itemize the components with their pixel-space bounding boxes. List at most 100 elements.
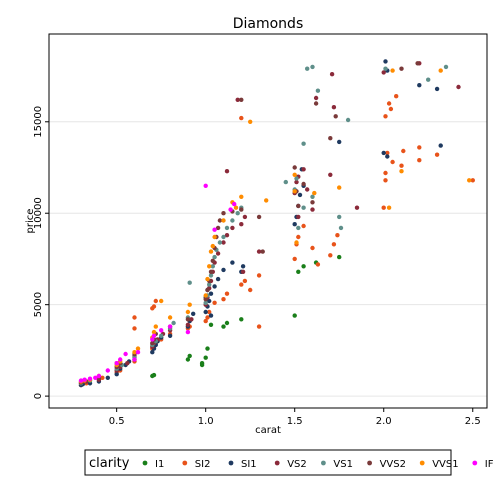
data-point (224, 291, 230, 296)
data-point (171, 320, 176, 326)
data-point (151, 333, 157, 338)
data-point (337, 254, 342, 260)
data-point (207, 264, 212, 269)
data-point (159, 328, 164, 333)
data-point (239, 317, 244, 322)
series-if (78, 183, 237, 383)
y-tick-label: 15000 (33, 106, 44, 138)
data-point (93, 375, 98, 380)
data-point (301, 264, 306, 269)
data-point (381, 205, 386, 210)
data-point (296, 225, 301, 231)
data-point (187, 302, 192, 307)
data-point (224, 225, 230, 231)
data-point (260, 249, 265, 254)
data-point (187, 353, 192, 359)
data-point (292, 172, 297, 177)
data-point (205, 346, 210, 351)
x-tick-label: 2.0 (376, 416, 392, 427)
data-point (292, 222, 297, 227)
data-point (230, 218, 235, 223)
data-point (417, 158, 422, 163)
data-point (239, 222, 244, 227)
data-point (296, 203, 301, 209)
legend-entry-si1: SI1 (241, 459, 257, 470)
data-point (256, 324, 262, 329)
data-point (123, 351, 128, 357)
data-point (210, 258, 215, 263)
data-point (386, 205, 392, 210)
data-point (159, 333, 164, 338)
data-point (296, 269, 301, 274)
data-point (386, 101, 392, 106)
data-point (203, 355, 208, 360)
data-point (310, 64, 315, 70)
data-point (210, 243, 215, 249)
data-point (434, 86, 440, 92)
data-point (385, 150, 390, 156)
data-point (150, 340, 155, 346)
data-point (78, 378, 84, 383)
data-point (383, 59, 388, 64)
data-point (264, 198, 269, 203)
data-point (381, 70, 386, 75)
legend-entry-si2: SI2 (195, 459, 211, 470)
data-point (232, 201, 237, 207)
data-point (207, 298, 212, 304)
data-point (150, 350, 155, 355)
data-point (185, 322, 191, 327)
data-point (239, 207, 244, 212)
legend-entry-if: IF (485, 459, 494, 470)
series-vvs1 (78, 68, 472, 384)
data-point (301, 181, 306, 187)
data-point (212, 227, 217, 232)
data-point (294, 179, 299, 185)
data-point (203, 318, 208, 324)
data-point (150, 337, 155, 342)
data-point (167, 333, 173, 338)
data-point (399, 66, 404, 71)
data-point (208, 313, 214, 318)
data-point (239, 115, 244, 121)
data-point (132, 315, 137, 320)
data-point (383, 178, 388, 183)
data-point (208, 291, 214, 296)
data-point (187, 280, 192, 285)
data-point (467, 178, 472, 183)
data-point (135, 350, 141, 355)
data-point (443, 64, 449, 70)
gridlines (49, 121, 487, 397)
data-point (256, 214, 262, 220)
data-point (221, 324, 226, 329)
data-point (310, 245, 315, 251)
data-point (212, 284, 217, 289)
y-axis-ticks: 0 5000 10000 15000 (33, 106, 49, 399)
legend-entry-vvs1: VVS1 (432, 459, 458, 470)
data-point (383, 66, 388, 71)
y-tick-label: 0 (33, 393, 44, 399)
legend-marker (419, 460, 425, 466)
x-tick-label: 2.5 (465, 416, 481, 427)
data-point (242, 278, 248, 284)
data-point (185, 309, 191, 315)
data-points (78, 59, 475, 388)
data-point (315, 88, 321, 93)
data-point (159, 298, 164, 304)
data-point (434, 152, 440, 157)
data-point (153, 324, 158, 329)
chart-title: Diamonds (233, 16, 304, 32)
data-point (248, 119, 253, 125)
legend-entry-vvs2: VVS2 (380, 459, 406, 470)
data-point (301, 141, 306, 146)
data-point (87, 376, 93, 381)
legend: clarity I1 SI2 SI1 VS2 VS1 VVS2 VVS1 IF (84, 449, 494, 476)
data-point (191, 311, 196, 316)
data-point (240, 269, 246, 274)
legend-marker (142, 460, 148, 466)
data-point (401, 148, 406, 154)
data-point (100, 375, 105, 380)
data-point (310, 200, 315, 205)
data-point (301, 205, 306, 210)
data-point (240, 264, 246, 269)
